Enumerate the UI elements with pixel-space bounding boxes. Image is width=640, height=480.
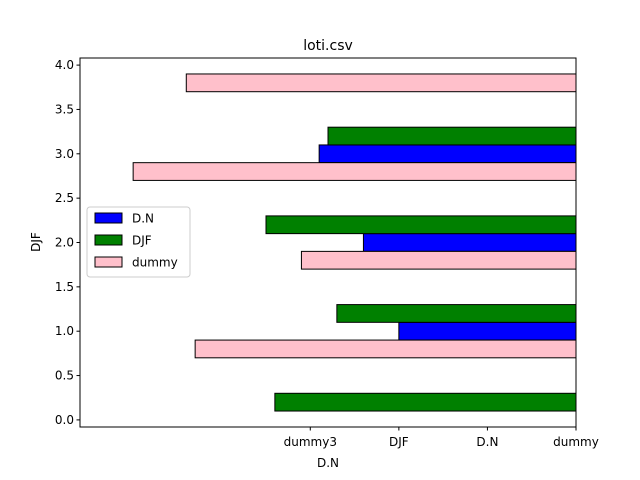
x-tick-label: D.N — [476, 435, 498, 449]
legend-label-dummy: dummy — [132, 256, 178, 270]
bar-djf-1 — [336, 304, 577, 323]
y-tick-label: 1.5 — [55, 280, 74, 294]
legend-items: D.N DJF dummy — [94, 212, 178, 270]
x-axis: dummy D.N DJF dummy3 — [284, 427, 599, 449]
y-tick-label: 3.5 — [55, 102, 74, 116]
y-tick-label: 2.5 — [55, 191, 74, 205]
bar-d-n-1 — [362, 233, 577, 252]
y-tick-label: 2.0 — [55, 236, 74, 250]
x-tick-label: dummy3 — [284, 435, 337, 449]
x-axis-label: D.N — [317, 456, 339, 470]
y-tick-label: 1.0 — [55, 324, 74, 338]
bar-dummy-0 — [194, 339, 577, 359]
bar-djf-2 — [265, 215, 577, 235]
y-axis-label: DJF — [29, 232, 43, 252]
legend-swatch-dummy — [94, 256, 123, 268]
y-axis: 0.0 0.5 1.0 1.5 2.0 2.5 3.0 3.5 4.0 — [55, 58, 80, 427]
bar-djf-3 — [327, 126, 577, 146]
bar-dummy-1 — [300, 250, 577, 270]
x-tick-label: DJF — [389, 435, 409, 449]
bar-dummy-3 — [185, 73, 577, 93]
bar-dummy-2 — [132, 162, 577, 181]
legend-label-d-n: D.N — [132, 212, 154, 226]
legend: D.N DJF dummy — [86, 206, 191, 278]
y-tick-label: 0.0 — [55, 413, 74, 427]
y-tick-label: 3.0 — [55, 147, 74, 161]
y-tick-label: 0.5 — [55, 369, 74, 383]
legend-label-djf: DJF — [132, 234, 152, 248]
chart-title: loti.csv — [303, 38, 353, 54]
bars-group — [132, 73, 577, 412]
legend-swatch-d-n — [94, 212, 123, 224]
x-tick-label: dummy — [553, 435, 599, 449]
y-tick-label: 4.0 — [55, 58, 74, 72]
bar-djf-0 — [274, 392, 577, 412]
bar-d-n-0 — [398, 321, 577, 341]
legend-swatch-djf — [94, 234, 123, 246]
bar-d-n-2 — [318, 144, 577, 164]
